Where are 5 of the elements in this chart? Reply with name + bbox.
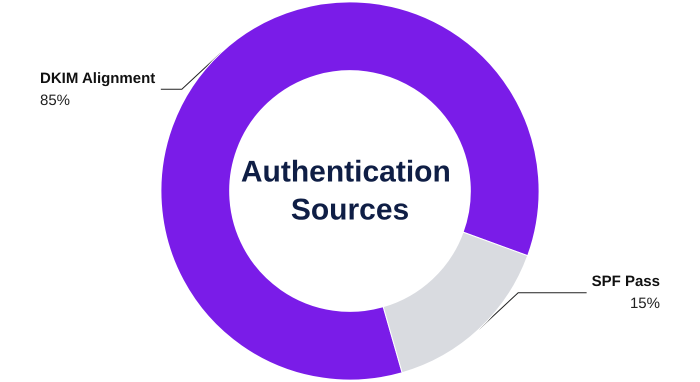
data-label: 85% [40, 92, 70, 109]
slice-label: DKIM Alignment [40, 70, 156, 87]
slice-label: SPF Pass [592, 273, 660, 290]
text: Authentication Sources [240, 156, 460, 226]
data-label: 15% [630, 295, 660, 312]
